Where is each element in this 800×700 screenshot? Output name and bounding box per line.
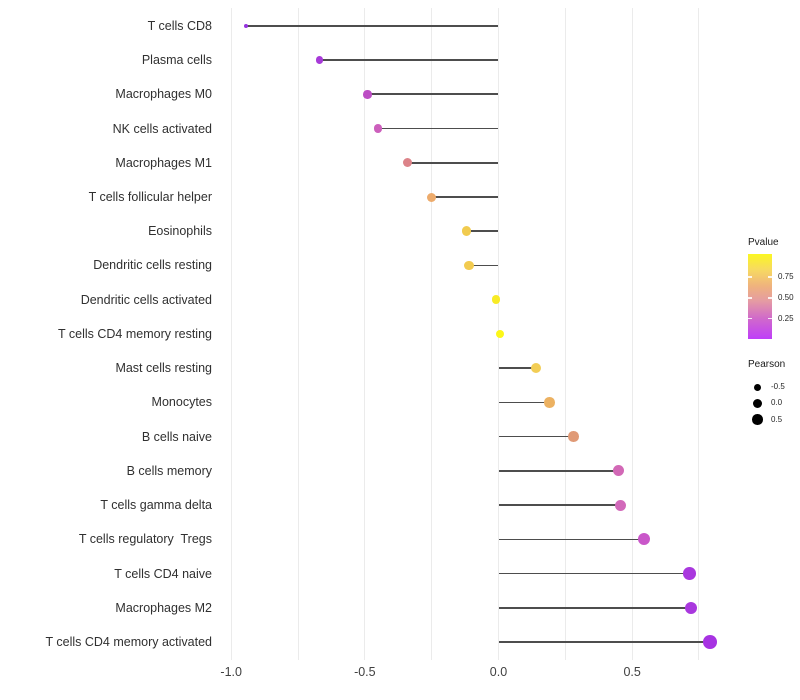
lollipop-dot bbox=[638, 533, 651, 546]
lollipop-stem bbox=[498, 401, 550, 404]
category-label: T cells CD4 memory activated bbox=[45, 635, 213, 650]
lollipop-stem bbox=[498, 504, 621, 506]
lollipop-dot bbox=[373, 124, 383, 133]
pvalue-tick-label: 0.75 bbox=[778, 272, 794, 281]
gradient-tick-mark bbox=[768, 317, 772, 320]
pearson-size-dot bbox=[753, 383, 762, 392]
lollipop-dot bbox=[613, 465, 625, 477]
category-label: NK cells activated bbox=[112, 121, 212, 136]
x-gridline bbox=[297, 8, 299, 660]
category-label: Macrophages M2 bbox=[115, 600, 212, 615]
category-label: Macrophages M1 bbox=[115, 155, 212, 170]
lollipop-stem bbox=[498, 538, 645, 541]
x-gridline bbox=[431, 8, 433, 660]
gradient-tick-mark bbox=[748, 297, 752, 299]
x-gridline bbox=[698, 8, 700, 660]
pvalue-tick-label: 0.50 bbox=[778, 293, 794, 302]
category-label: Dendritic cells activated bbox=[80, 292, 212, 307]
lollipop-stem bbox=[245, 25, 499, 27]
lollipop-dot bbox=[495, 329, 505, 339]
lollipop-dot bbox=[702, 635, 717, 649]
x-axis-tick-label: 0.0 bbox=[489, 665, 508, 679]
pvalue-tick-label: 0.25 bbox=[778, 313, 794, 323]
lollipop-dot bbox=[363, 90, 372, 99]
category-label: Monocytes bbox=[151, 395, 212, 410]
x-gridline bbox=[631, 8, 633, 660]
lollipop-dot bbox=[403, 158, 413, 168]
lollipop-dot bbox=[491, 295, 501, 304]
lollipop-stem bbox=[466, 230, 499, 233]
x-axis-tick-label: -1.0 bbox=[220, 665, 242, 679]
lollipop-stem bbox=[367, 93, 499, 96]
lollipop-dot bbox=[464, 260, 474, 271]
gradient-tick-mark bbox=[748, 317, 752, 320]
category-label: T cells gamma delta bbox=[100, 498, 212, 513]
pearson-legend-title: Pearson bbox=[748, 359, 786, 370]
gradient-tick-mark bbox=[748, 276, 752, 278]
x-gridline bbox=[364, 8, 366, 660]
lollipop-dot bbox=[315, 56, 324, 64]
category-label: B cells naive bbox=[141, 429, 212, 444]
lollipop-stem bbox=[498, 470, 619, 472]
pearson-size-label: 0.5 bbox=[771, 414, 783, 424]
category-label: Dendritic cells resting bbox=[93, 258, 212, 273]
gradient-tick-mark bbox=[768, 297, 772, 299]
lollipop-dot bbox=[568, 431, 579, 442]
lollipop-dot bbox=[461, 226, 472, 236]
lollipop-stem bbox=[498, 572, 690, 575]
category-label: T cells CD8 bbox=[147, 18, 212, 33]
category-label: Plasma cells bbox=[141, 53, 212, 68]
x-axis-tick-label: -0.5 bbox=[354, 665, 376, 679]
category-label: B cells memory bbox=[126, 463, 212, 478]
lollipop-stem bbox=[378, 127, 499, 130]
lollipop-stem bbox=[498, 435, 574, 438]
pearson-size-label: -0.5 bbox=[771, 382, 785, 392]
category-label: Mast cells resting bbox=[115, 361, 212, 376]
x-gridline bbox=[230, 8, 232, 660]
pearson-size-dot bbox=[752, 414, 763, 425]
pvalue-gradient-bar bbox=[748, 253, 772, 339]
lollipop-stem bbox=[407, 161, 499, 164]
lollipop-stem bbox=[469, 264, 499, 267]
lollipop-dot bbox=[544, 397, 555, 408]
lollipop-dot bbox=[683, 567, 696, 580]
gradient-tick-mark bbox=[768, 276, 772, 278]
pearson-size-label: 0.0 bbox=[771, 398, 783, 408]
lollipop-dot bbox=[530, 363, 541, 374]
lollipop-dot bbox=[427, 192, 437, 202]
lollipop-stem bbox=[498, 641, 710, 643]
x-axis-tick-label: 0.5 bbox=[623, 665, 641, 679]
x-gridline bbox=[564, 8, 566, 660]
lollipop-stem bbox=[498, 607, 691, 609]
lollipop-dot bbox=[243, 23, 249, 29]
lollipop-stem bbox=[431, 196, 499, 198]
pearson-size-dot bbox=[753, 398, 762, 408]
lollipop-stem bbox=[498, 367, 536, 369]
category-label: T cells regulatory Tregs bbox=[78, 532, 212, 547]
category-label: T cells CD4 memory resting bbox=[58, 326, 212, 341]
category-label: T cells CD4 naive bbox=[114, 566, 212, 581]
category-label: Eosinophils bbox=[148, 224, 212, 239]
pvalue-legend-title: Pvalue bbox=[748, 237, 779, 248]
lollipop-stem bbox=[319, 59, 499, 61]
lollipop-dot bbox=[684, 601, 698, 615]
category-label: T cells follicular helper bbox=[88, 190, 212, 204]
category-label: Macrophages M0 bbox=[115, 87, 212, 102]
lollipop-dot bbox=[614, 499, 626, 511]
